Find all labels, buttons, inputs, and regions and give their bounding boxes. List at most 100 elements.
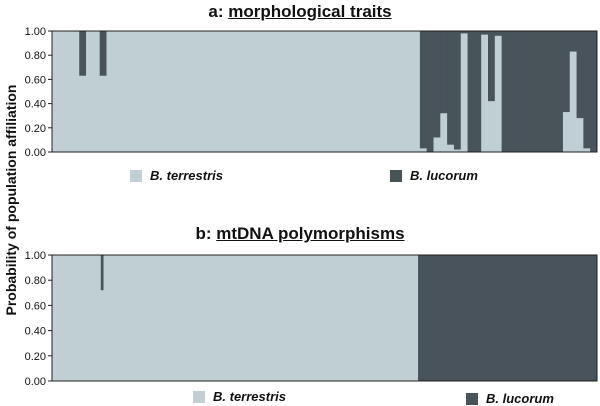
chart-b-bar-terrestris [249, 255, 254, 381]
chart-b-bar-terrestris [399, 255, 403, 381]
chart-a-bar-terrestris [433, 137, 441, 152]
chart-a-bar-terrestris [488, 101, 496, 152]
chart-a-bar-terrestris [310, 31, 319, 152]
chart-b-bar-lucorum [450, 255, 454, 381]
chart-a-bar-lucorum [433, 31, 441, 138]
chart-b-bar-terrestris [380, 255, 384, 381]
chart-b-bar-terrestris [247, 255, 251, 381]
chart-b-bar-terrestris [309, 255, 313, 381]
chart-a-bar-terrestris [453, 149, 462, 152]
chart-a-bar-terrestris [583, 148, 591, 152]
chart-b-ytick-label: 1.00 [25, 250, 46, 262]
chart-b-bar-lucorum [531, 255, 536, 381]
chart-b-bar-lucorum [493, 255, 498, 381]
chart-b-bar-terrestris [211, 255, 216, 381]
chart-a-bar-lucorum [569, 31, 577, 52]
chart-b-bar-lucorum [466, 255, 470, 381]
chart-a-bar-terrestris [263, 31, 271, 152]
chart-a-bar-terrestris [154, 31, 162, 152]
chart-b-bar-terrestris [152, 255, 156, 381]
chart-b-bar-terrestris [174, 255, 178, 381]
legend-b-lucorum: B. lucorum [466, 391, 554, 406]
chart-a-bar-terrestris [249, 31, 257, 152]
chart-a-bar-terrestris [215, 31, 223, 152]
chart-b-bar-terrestris [331, 255, 335, 381]
chart-a-bar-terrestris [569, 51, 577, 152]
panel-a-letter: a: [208, 2, 224, 21]
chart-a-bar-terrestris [188, 31, 196, 152]
chart-a-bar-lucorum [447, 31, 455, 145]
chart-a-bar-lucorum [453, 31, 462, 150]
chart-b-bar-terrestris [209, 255, 213, 381]
chart-b-bar-terrestris [184, 255, 188, 381]
chart-b-bar-lucorum [434, 255, 438, 381]
panel-b-title: b: mtDNA polymorphisms [0, 224, 600, 244]
chart-b-bar-terrestris [228, 255, 232, 381]
chart-b-bar-lucorum [578, 255, 582, 381]
chart-a-bar-terrestris [242, 31, 250, 152]
chart-b-bar-terrestris [371, 255, 376, 381]
chart-b-bar-terrestris [108, 255, 113, 381]
chart-b-bar-lucorum [537, 255, 541, 381]
chart-b-bar-terrestris [239, 255, 243, 381]
chart-b-bar-lucorum [420, 255, 424, 381]
chart-b-bar-lucorum [485, 255, 489, 381]
chart-b-bar-lucorum [550, 255, 555, 381]
chart-b-bar-lucorum [502, 255, 506, 381]
chart-b-bar-terrestris [73, 255, 77, 381]
chart-b-bar-terrestris [198, 255, 202, 381]
chart-b-bar-terrestris [76, 255, 80, 381]
chart-b-bar-terrestris [230, 255, 235, 381]
chart-b-bar-terrestris [268, 255, 273, 381]
chart-a-bar-lucorum [542, 31, 550, 152]
chart-a-bar-terrestris [167, 31, 176, 152]
legend-a-lucorum-label: B. lucorum [410, 168, 478, 183]
chart-b-bar-terrestris [369, 255, 373, 381]
chart-b-bar-terrestris [81, 255, 85, 381]
chart-a-bar-terrestris [297, 31, 305, 152]
chart-b-bar-lucorum [594, 255, 598, 381]
chart-b-bar-lucorum [567, 255, 571, 381]
chart-b-bar-terrestris [52, 255, 56, 381]
chart-a-bar-lucorum [549, 31, 557, 152]
chart-b-bar-terrestris [285, 255, 289, 381]
chart-a-bar-terrestris [222, 31, 230, 152]
chart-b-bar-terrestris [136, 255, 140, 381]
chart-b-bar-terrestris [125, 255, 129, 381]
chart-b-bar-terrestris [396, 255, 400, 381]
chart-b-bar-terrestris [54, 255, 58, 381]
chart-b-bar-terrestris [317, 255, 321, 381]
chart-b-ytick-label: 0.40 [25, 326, 46, 338]
chart-b-bar-lucorum [472, 255, 476, 381]
chart-b-bar-terrestris [60, 255, 64, 381]
chart-b-bar-terrestris [201, 255, 205, 381]
chart-a-bar-lucorum [79, 31, 87, 76]
chart-b-bar-terrestris [119, 255, 123, 381]
chart-a-bar-lucorum [528, 31, 537, 152]
chart-b-bar-lucorum [591, 255, 595, 381]
chart-a-ytick-label: 1.00 [25, 26, 46, 38]
chart-a-bar-terrestris [181, 31, 189, 152]
chart-b-bar-lucorum [556, 255, 560, 381]
legend-b-terrestris-label: B. terrestris [213, 389, 286, 404]
chart-b-bar-terrestris [352, 255, 357, 381]
chart-a-bar-terrestris [392, 31, 400, 152]
chart-b-bar-lucorum [529, 255, 533, 381]
chart-a-bar-terrestris [58, 31, 67, 152]
chart-b-bar-terrestris [412, 255, 416, 381]
chart-b-bar-lucorum [561, 255, 565, 381]
chart-b-bar-terrestris [296, 255, 300, 381]
chart-a-bar-terrestris [256, 31, 264, 152]
chart-b-bar-terrestris [333, 255, 338, 381]
chart-a-morphological: 0.00 0.20 0.40 0.60 0.80 1.00 [25, 26, 598, 159]
chart-b-bar-terrestris [203, 255, 207, 381]
chart-b-ytick-label: 0.20 [25, 351, 46, 363]
chart-b-bar-terrestris [182, 255, 186, 381]
chart-a-bar-terrestris [365, 31, 373, 152]
chart-b-bar-lucorum [445, 255, 449, 381]
chart-b-bar-terrestris [171, 255, 175, 381]
legend-a-terrestris-swatch [130, 169, 142, 182]
chart-b-bar-terrestris [277, 255, 281, 381]
chart-b-bar-terrestris [190, 255, 194, 381]
legend-b-terrestris-swatch [193, 390, 205, 403]
